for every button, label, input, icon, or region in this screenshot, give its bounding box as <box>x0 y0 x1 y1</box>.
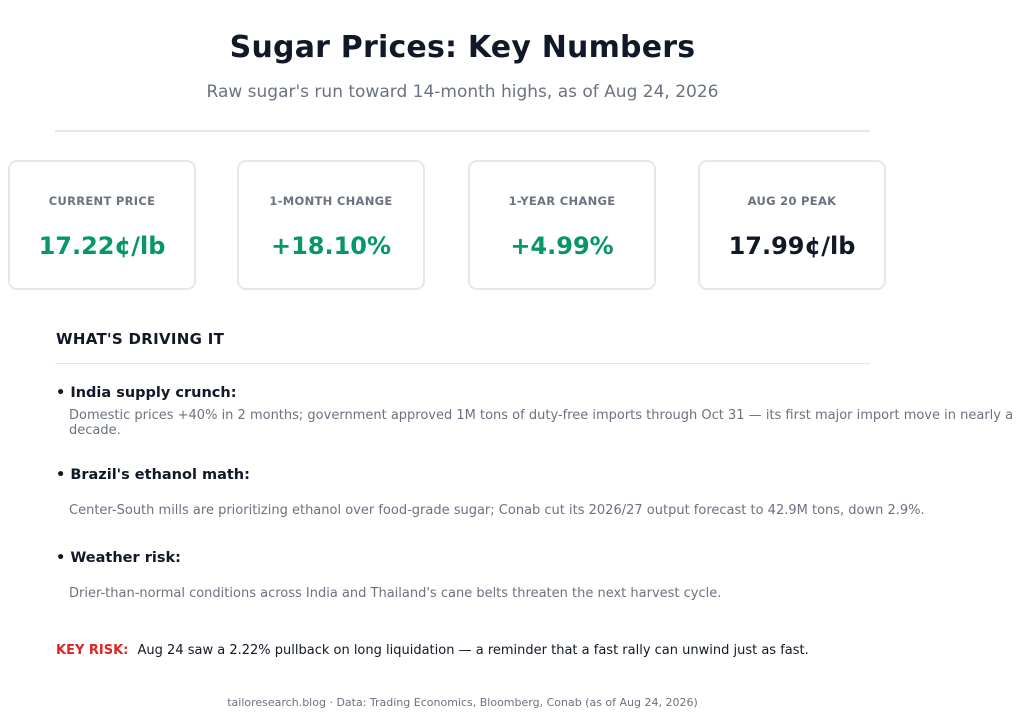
page-subtitle: Raw sugar's run toward 14-month highs, a… <box>206 82 719 102</box>
driver-title-weather: • Weather risk: <box>56 550 181 566</box>
metric-label: 1-YEAR CHANGE <box>508 194 616 208</box>
driver-title-brazil: • Brazil's ethanol math: <box>56 467 250 483</box>
metric-value: +4.99% <box>510 232 614 260</box>
metric-card-current-price: CURRENT PRICE 17.22¢/lb <box>8 160 196 290</box>
driver-description-brazil: Center-South mills are prioritizing etha… <box>69 503 925 518</box>
metric-value: 17.99¢/lb <box>728 232 856 260</box>
footer-source: tailoresearch.blog · Data: Trading Econo… <box>227 696 698 709</box>
key-risk-note: KEY RISK: Aug 24 saw a 2.22% pullback on… <box>56 643 809 658</box>
metric-label: AUG 20 PEAK <box>747 194 837 208</box>
key-risk-label: KEY RISK: <box>56 643 129 658</box>
section-heading-drivers: WHAT'S DRIVING IT <box>56 330 225 348</box>
metric-label: 1-MONTH CHANGE <box>269 194 393 208</box>
key-risk-text: Aug 24 saw a 2.22% pullback on long liqu… <box>137 643 809 658</box>
driver-description-weather: Drier-than-normal conditions across Indi… <box>69 586 722 601</box>
metric-card-1-year-change: 1-YEAR CHANGE +4.99% <box>468 160 656 290</box>
page-title: Sugar Prices: Key Numbers <box>229 30 696 65</box>
metric-value: +18.10% <box>270 232 392 260</box>
section-divider <box>55 363 870 364</box>
driver-description-india: Domestic prices +40% in 2 months; govern… <box>69 408 1014 438</box>
metric-card-aug-20-peak: AUG 20 PEAK 17.99¢/lb <box>698 160 886 290</box>
driver-title-india: • India supply crunch: <box>56 385 237 401</box>
metric-card-1-month-change: 1-MONTH CHANGE +18.10% <box>237 160 425 290</box>
metric-value: 17.22¢/lb <box>38 232 166 260</box>
header-divider <box>55 130 870 132</box>
metric-label: CURRENT PRICE <box>48 194 156 208</box>
